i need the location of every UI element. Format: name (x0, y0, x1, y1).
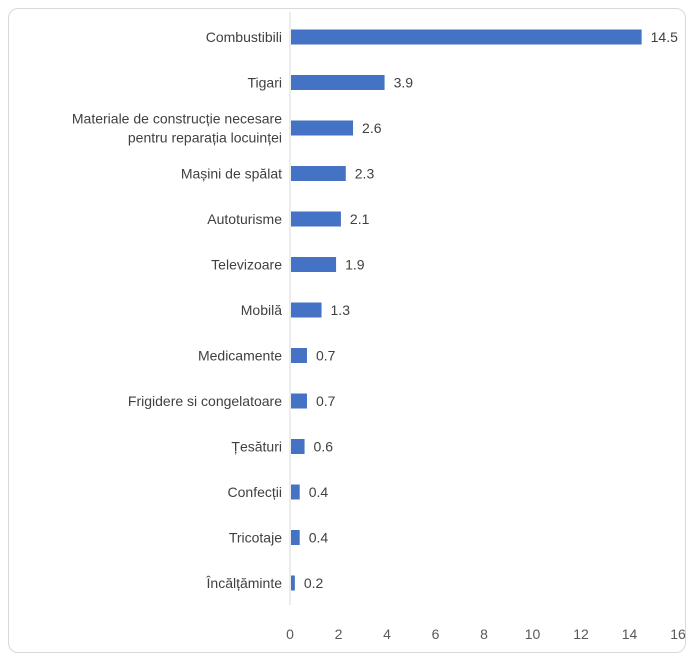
x-tick-label: 8 (480, 626, 488, 642)
category-label: Televizoare (211, 257, 282, 273)
bar (291, 393, 307, 409)
bar (291, 575, 295, 591)
bar (291, 29, 642, 45)
value-labels-group: 14.5 3.9 2.6 2.3 2.1 1.9 1.3 0.7 0.7 0.6 0.4 0.4 0.2 (304, 29, 678, 591)
data-label: 14.5 (651, 29, 678, 45)
data-label: 2.1 (350, 211, 370, 227)
data-label: 0.7 (316, 393, 336, 409)
bar (291, 211, 341, 227)
bar (291, 166, 346, 181)
category-label: Frigidere si congelatoare (128, 393, 282, 409)
bar (291, 530, 300, 545)
bar (291, 348, 307, 363)
category-labels-group: Combustibili Tigari Materiale de construcț… (72, 29, 282, 591)
x-tick-label: 12 (573, 626, 589, 642)
data-label: 0.4 (309, 530, 329, 546)
x-tick-label: 16 (670, 626, 686, 642)
data-label: 0.4 (309, 484, 329, 500)
chart-frame (8, 8, 686, 653)
x-tick-label: 6 (432, 626, 440, 642)
x-tick-label: 2 (335, 626, 343, 642)
bar (291, 120, 354, 136)
bar (291, 75, 385, 90)
category-label: Autoturisme (207, 211, 282, 227)
category-label: Încălțăminte (206, 575, 283, 591)
data-label: 0.6 (314, 439, 334, 455)
x-tick-label: 10 (525, 626, 541, 642)
category-label: Combustibili (206, 29, 282, 45)
bar (291, 439, 305, 454)
x-tick-labels-group: 0 2 4 6 8 10 12 14 16 (286, 626, 686, 642)
category-label: Tricotaje (229, 530, 282, 546)
data-label: 1.9 (345, 257, 365, 273)
data-label: 0.7 (316, 348, 336, 364)
x-tick-label: 14 (622, 626, 638, 642)
bar (291, 302, 322, 318)
data-label: 0.2 (304, 575, 324, 591)
category-label: Mobilă (241, 302, 282, 318)
data-label: 2.3 (355, 166, 375, 182)
data-label: 2.6 (362, 120, 382, 136)
x-tick-label: 0 (286, 626, 294, 642)
category-label: Medicamente (198, 348, 282, 364)
data-label: 1.3 (331, 302, 351, 318)
category-label: Țesături (231, 439, 282, 455)
x-tick-label: 4 (383, 626, 391, 642)
data-label: 3.9 (394, 75, 414, 91)
bar (291, 484, 300, 500)
category-label: Tigari (248, 75, 283, 91)
bars-group (291, 29, 642, 591)
category-label: Confecții (228, 484, 282, 500)
bar (291, 257, 337, 272)
category-label: Materiale de construcție necesare pentru … (72, 111, 282, 146)
category-label: Mașini de spălat (181, 166, 282, 182)
